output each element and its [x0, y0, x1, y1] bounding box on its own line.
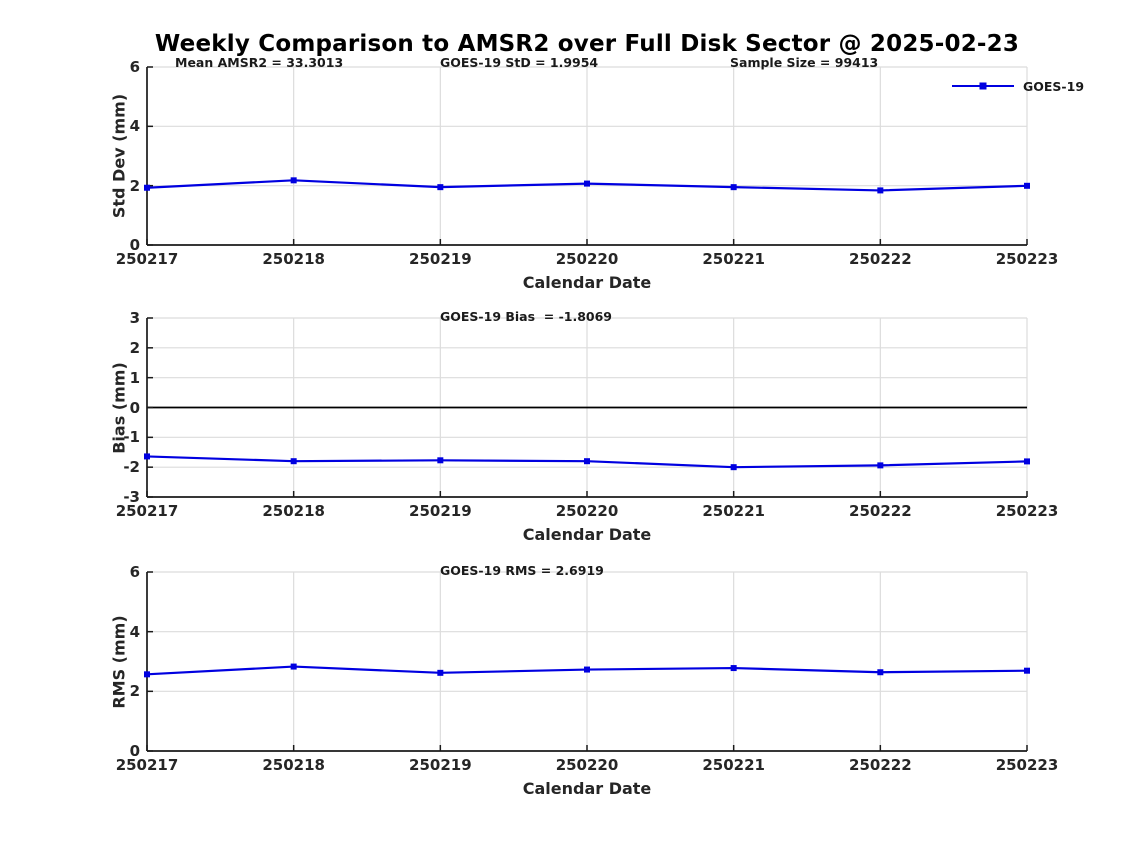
x-tick-label: 250223 — [995, 756, 1059, 774]
plot-area — [144, 571, 1030, 752]
y-tick-label: 4 — [129, 117, 140, 136]
x-axis-label: Calendar Date — [522, 525, 652, 544]
y-tick-label: -1 — [123, 428, 140, 447]
x-tick-label: 250218 — [262, 250, 325, 268]
x-tick-label: 250222 — [849, 756, 912, 774]
annotation-mean-amsr2: Mean AMSR2 = 33.3013 — [175, 55, 344, 70]
x-tick-label: 250220 — [555, 250, 619, 268]
plot-area — [144, 66, 1030, 246]
x-tick-label: 250222 — [849, 250, 912, 268]
y-tick-label: 2 — [129, 176, 140, 195]
x-tick-label: 250217 — [115, 250, 179, 268]
x-tick-labels: 250217 250218 250219 250220 250221 250222 2502… — [116, 751, 1059, 775]
legend-label: GOES-19 — [1023, 78, 1085, 94]
x-tick-label: 250221 — [702, 250, 765, 268]
y-tick-label: 1 — [129, 368, 140, 387]
x-tick-label: 250219 — [409, 250, 472, 268]
legend: GOES-19 — [952, 78, 1084, 94]
y-tick-label: 3 — [129, 309, 140, 327]
x-tick-labels: 250217 250218 250219 250220 250221 250222 2502… — [116, 497, 1059, 521]
y-tick-label: 0 — [129, 742, 140, 760]
annotation-goes19-rms: GOES-19 RMS = 2.6919 — [440, 563, 604, 578]
x-tick-label: 250223 — [995, 250, 1059, 268]
x-tick-label: 250222 — [849, 502, 912, 520]
x-tick-label: 250218 — [262, 502, 325, 520]
bias-panel: Bias (mm) -3 -2 -1 0 1 2 3 250217 250218 250219 2… — [110, 309, 1059, 544]
x-tick-label: 250221 — [702, 756, 765, 774]
legend-square-marker-icon — [979, 82, 987, 90]
y-tick-label: 6 — [129, 58, 140, 76]
figure-title: Weekly Comparison to AMSR2 over Full Dis… — [154, 31, 1020, 57]
x-tick-label: 250217 — [115, 502, 179, 520]
y-tick-label: 0 — [129, 236, 140, 254]
x-axis-label: Calendar Date — [522, 273, 652, 292]
y-tick-label: 2 — [129, 682, 140, 701]
y-tick-label: -2 — [123, 458, 140, 477]
legend-line-icon — [952, 82, 1014, 90]
x-tick-label: 250223 — [995, 502, 1059, 520]
y-tick-label: -3 — [123, 488, 140, 506]
y-tick-label: 4 — [129, 622, 140, 641]
x-tick-label: 250217 — [115, 756, 179, 774]
y-tick-labels: -3 -2 -1 0 1 2 3 — [80, 309, 140, 506]
x-tick-labels: 250217 250218 250219 250220 250221 250222 2502… — [116, 245, 1059, 269]
x-tick-label: 250220 — [555, 502, 619, 520]
y-tick-label: 2 — [129, 338, 140, 357]
y-tick-labels: 0 2 4 6 — [80, 58, 140, 254]
annotation-goes19-std: GOES-19 StD = 1.9954 — [440, 55, 599, 70]
x-tick-label: 250218 — [262, 756, 325, 774]
x-tick-label: 250220 — [555, 756, 619, 774]
annotation-goes19-bias: GOES-19 Bias = -1.8069 — [440, 309, 613, 324]
plot-area — [144, 317, 1030, 498]
x-tick-label: 250219 — [409, 756, 472, 774]
x-tick-label: 250221 — [702, 502, 765, 520]
annotation-sample-size: Sample Size = 99413 — [730, 55, 879, 70]
x-axis-label: Calendar Date — [522, 779, 652, 798]
x-tick-label: 250219 — [409, 502, 472, 520]
y-tick-label: 6 — [129, 563, 140, 581]
y-tick-labels: 0 2 4 6 — [80, 563, 140, 760]
y-tick-label: 0 — [129, 398, 140, 417]
